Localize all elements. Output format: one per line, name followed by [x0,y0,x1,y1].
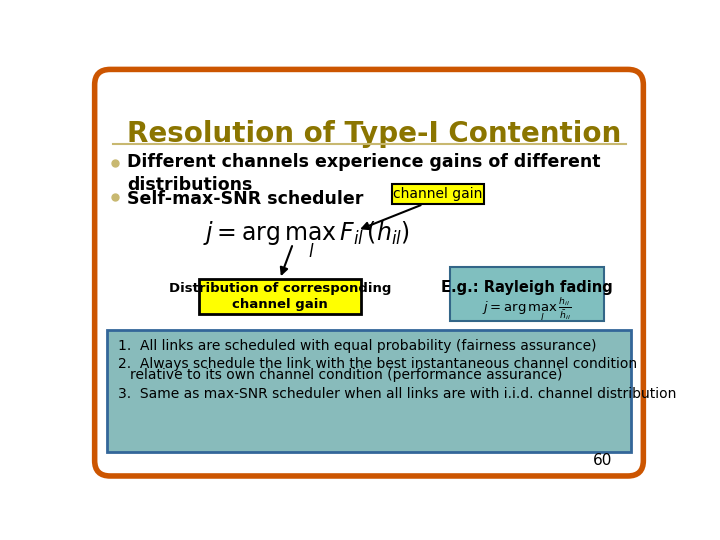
FancyBboxPatch shape [94,70,644,476]
Text: Resolution of Type-I Contention: Resolution of Type-I Contention [127,120,621,148]
Text: 1.  All links are scheduled with equal probability (fairness assurance): 1. All links are scheduled with equal pr… [118,339,596,353]
Text: 2.  Always schedule the link with the best instantaneous channel condition: 2. Always schedule the link with the bes… [118,357,637,372]
FancyBboxPatch shape [392,184,484,204]
Text: $j = \arg\max_l\, F_{il}(h_{il})$: $j = \arg\max_l\, F_{il}(h_{il})$ [204,219,410,260]
Text: $j = \arg\max_l\, \frac{h_{il}}{\bar{h}_{il}}$: $j = \arg\max_l\, \frac{h_{il}}{\bar{h}_… [482,295,572,322]
Text: relative to its own channel condition (performance assurance): relative to its own channel condition (p… [130,368,562,382]
Text: channel gain: channel gain [393,187,482,201]
Text: 60: 60 [593,453,613,468]
Text: Self-max-SNR scheduler: Self-max-SNR scheduler [127,190,364,207]
FancyBboxPatch shape [451,267,604,321]
Text: Distribution of corresponding
channel gain: Distribution of corresponding channel ga… [168,282,391,311]
FancyBboxPatch shape [199,279,361,314]
Text: E.g.: Rayleigh fading: E.g.: Rayleigh fading [441,280,613,295]
Text: Different channels experience gains of different
distributions: Different channels experience gains of d… [127,153,600,193]
Text: 3.  Same as max-SNR scheduler when all links are with i.i.d. channel distributio: 3. Same as max-SNR scheduler when all li… [118,387,676,401]
FancyBboxPatch shape [107,330,631,452]
